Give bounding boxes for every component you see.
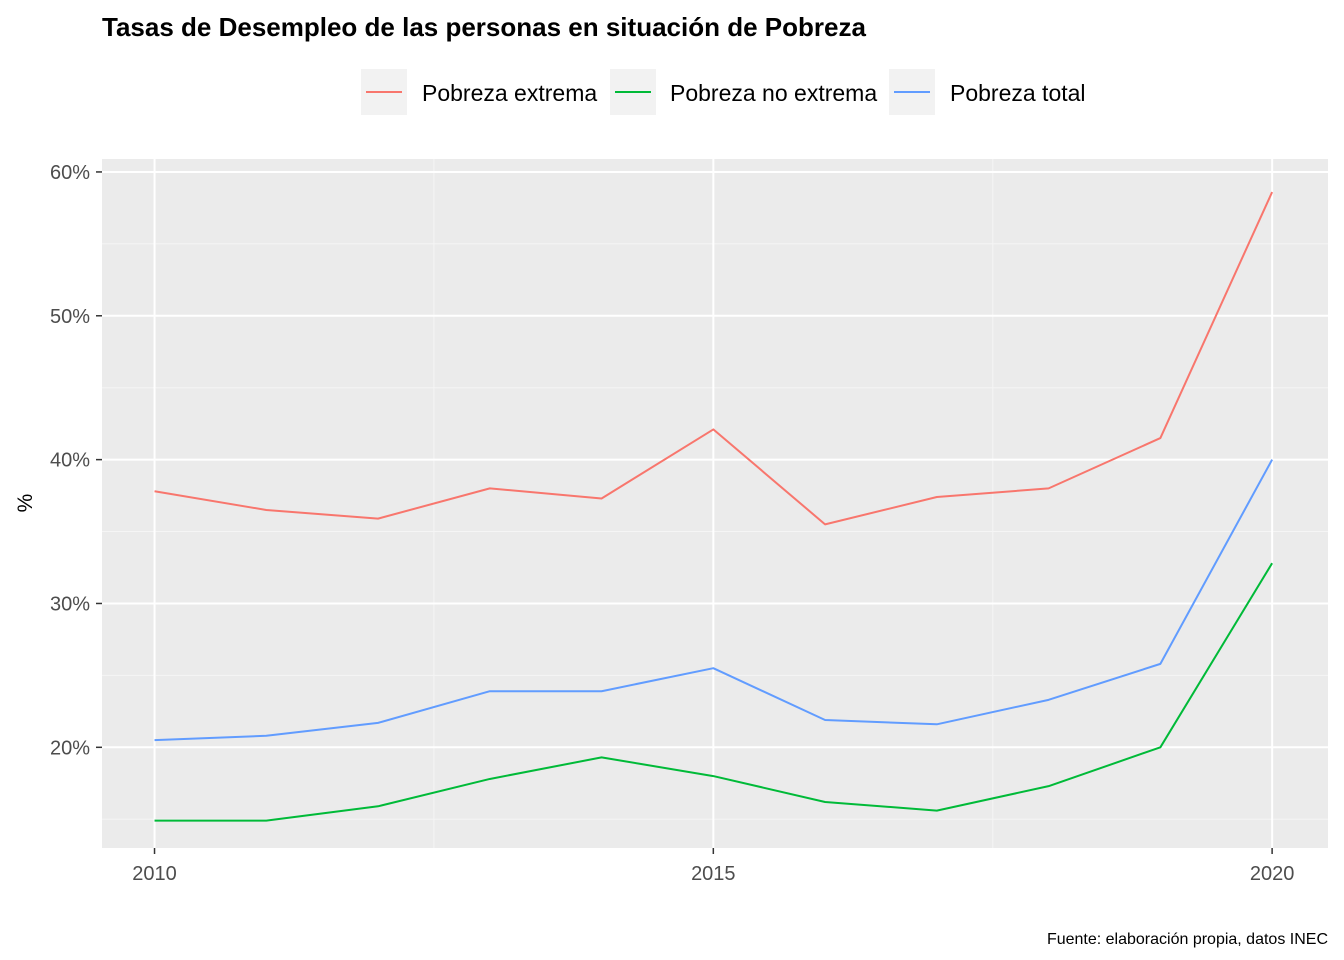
legend-label: Pobreza extrema <box>422 80 597 106</box>
y-tick-label: 20% <box>50 737 90 759</box>
series-line <box>154 459 1273 742</box>
legend-label: Pobreza no extrema <box>670 80 877 106</box>
y-axis-title: % <box>14 494 37 513</box>
plot-panel <box>102 159 1328 848</box>
chart-caption: Fuente: elaboración propia, datos INEC <box>1047 931 1328 948</box>
axis-ticks <box>96 171 1273 854</box>
series-line <box>154 191 1274 526</box>
x-tick-label: 2020 <box>1250 863 1295 885</box>
x-tick-label: 2015 <box>691 863 736 885</box>
y-tick-label: 30% <box>50 593 90 615</box>
y-tick-label: 60% <box>50 162 90 184</box>
y-tick-label: 50% <box>50 306 90 328</box>
tick-labels: 20% 30% 40% 50% 60% 2010 2015 2020 <box>50 162 1294 885</box>
series-line <box>154 562 1273 822</box>
grid-major <box>102 159 1328 848</box>
series-lines <box>154 191 1274 822</box>
legend-label: Pobreza total <box>950 80 1086 106</box>
x-tick-label: 2010 <box>132 863 177 885</box>
chart-title: Tasas de Desempleo de las personas en si… <box>102 12 866 42</box>
legend: Pobreza extrema Pobreza no extrema Pobre… <box>361 69 1086 115</box>
y-tick-label: 40% <box>50 450 90 472</box>
